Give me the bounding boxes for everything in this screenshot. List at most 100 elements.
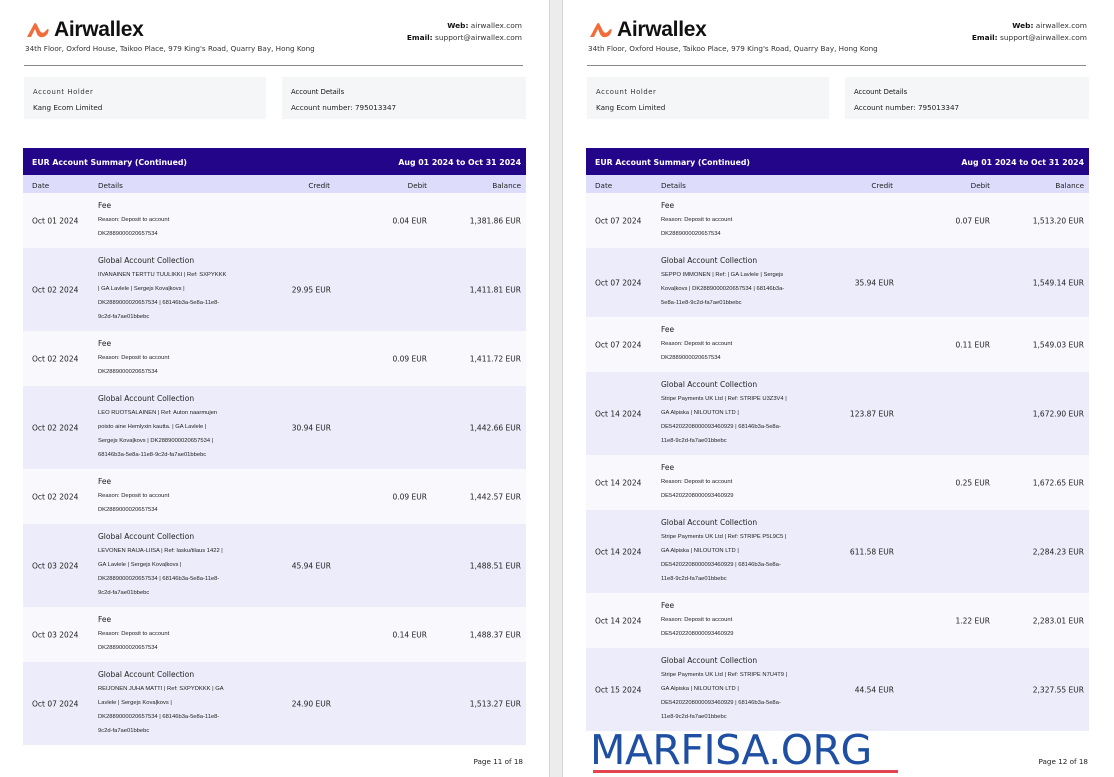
balance-amount: 1,549.14 EUR <box>1032 278 1084 287</box>
table-row: Oct 07 2024 Fee Reason: Deposit to account… <box>586 193 1089 248</box>
debit-amount: 0.14 EUR <box>392 630 427 639</box>
account-number: Account number: 795013347 <box>854 103 959 112</box>
transaction-date: Oct 14 2024 <box>595 409 642 418</box>
table-title: EUR Account Summary (Continued) <box>595 158 750 167</box>
debit-amount: 0.09 EUR <box>392 354 427 363</box>
transaction-detail-line: DE54202208000093460929 | 68146b3a-5e8a- <box>661 562 781 568</box>
account-details-label: Account Details <box>291 88 345 96</box>
airwallex-logo-icon <box>27 23 49 38</box>
transaction-date: Oct 15 2024 <box>595 685 642 694</box>
balance-amount: 2,283.01 EUR <box>1032 616 1084 625</box>
transaction-type: Global Account Collection <box>661 256 758 265</box>
transaction-detail-line: Reason: Deposit to account <box>98 217 170 223</box>
transaction-type: Fee <box>661 463 675 472</box>
transaction-type: Global Account Collection <box>661 380 758 389</box>
airwallex-logo: Airwallex <box>25 18 144 42</box>
account-holder-box: Account Holder Kang Ecom Limited <box>587 77 829 119</box>
transaction-detail-line: poisto aine Hemlyxin kautta. | GA Lavlel… <box>98 424 207 430</box>
transaction-details: Global Account Collection IIVANAINEN TERT… <box>98 254 258 324</box>
account-details-box: Account Details Account number: 795013347 <box>845 77 1089 119</box>
transaction-details: Global Account Collection Stripe Payments… <box>661 378 821 448</box>
balance-amount: 1,549.03 EUR <box>1032 340 1084 349</box>
table-row: Oct 02 2024 Global Account Collection IIVA… <box>23 248 526 331</box>
transaction-detail-line: Reason: Deposit to account <box>98 493 170 499</box>
table-row: Oct 01 2024 Fee Reason: Deposit to account… <box>23 193 526 248</box>
transaction-detail-line: SEPPO IMMONEN | Ref: | GA Lavlele | Serg… <box>661 272 784 278</box>
company-address: 34th Floor, Oxford House, Taikoo Place, … <box>588 44 878 53</box>
transaction-details: Global Account Collection LEO RUOTSALAINE… <box>98 392 258 462</box>
transaction-details: Fee Reason: Deposit to account DK288900002… <box>98 475 258 517</box>
web-link[interactable]: airwallex.com <box>1035 21 1087 30</box>
transaction-detail-line: IIVANAINEN TERTTU TUULIKKI | Ref: SXPYKK… <box>98 272 227 278</box>
watermark-text: MARFISA.ORG <box>590 726 872 774</box>
email-link[interactable]: support@airwallex.com <box>1000 33 1087 42</box>
transaction-detail-line: REIJONEN JUHA MATTI | Ref: SXPYDKKK | GA <box>98 686 224 692</box>
header-divider <box>24 65 523 66</box>
transaction-date: Oct 07 2024 <box>32 699 79 708</box>
transaction-details: Global Account Collection LEVONEN RAIJA-L… <box>98 530 258 600</box>
table-row: Oct 14 2024 Global Account Collection Stri… <box>586 510 1089 593</box>
column-header-date: Date <box>595 181 613 190</box>
transaction-details: Fee Reason: Deposit to account DK288900002… <box>98 199 258 241</box>
account-holder-name: Kang Ecom Limited <box>33 103 103 112</box>
transaction-detail-line: Reason: Deposit to account <box>98 355 170 361</box>
transaction-details: Fee Reason: Deposit to account DK288900002… <box>661 323 821 365</box>
transaction-detail-line: DK2889000020657534 <box>98 645 158 651</box>
transaction-detail-line: Stripe Payments UK Ltd | Ref: STRIPE P5L… <box>661 534 787 540</box>
transaction-detail-line: 11e8-9c2d-fa7ae01bbebc <box>661 714 727 720</box>
web-line: Web: airwallex.com <box>972 20 1087 32</box>
transaction-type: Global Account Collection <box>661 656 758 665</box>
email-label: Email: <box>971 33 998 42</box>
table-title: EUR Account Summary (Continued) <box>32 158 187 167</box>
column-header-credit: Credit <box>871 181 893 190</box>
airwallex-logo-icon <box>590 23 612 38</box>
header-divider <box>587 65 1086 66</box>
balance-amount: 1,513.20 EUR <box>1032 216 1084 225</box>
column-header-debit: Debit <box>407 181 427 190</box>
transaction-date: Oct 07 2024 <box>595 216 642 225</box>
transaction-detail-line: DK2889000020657534 | 68146b3a-5e8a-11e8- <box>98 576 220 582</box>
airwallex-logo: Airwallex <box>588 18 707 42</box>
credit-amount: 45.94 EUR <box>291 561 331 570</box>
page-number: Page 11 of 18 <box>473 757 523 766</box>
transaction-detail-line: Stripe Payments UK Ltd | Ref: STRIPE N7U… <box>661 672 788 678</box>
transaction-date: Oct 02 2024 <box>32 354 79 363</box>
account-number: Account number: 795013347 <box>291 103 396 112</box>
debit-amount: 0.09 EUR <box>392 492 427 501</box>
balance-amount: 1,411.72 EUR <box>469 354 521 363</box>
transaction-detail-line: DK2889000020657534 | 68146b3a-5e8a-11e8- <box>98 300 220 306</box>
transaction-date: Oct 02 2024 <box>32 423 79 432</box>
transaction-detail-line: DE54202208000093460929 <box>661 631 734 637</box>
web-link[interactable]: airwallex.com <box>470 21 522 30</box>
debit-amount: 0.11 EUR <box>955 340 990 349</box>
transaction-type: Fee <box>661 325 675 334</box>
transaction-detail-line: 9c2d-fa7ae01bbebc <box>98 314 150 320</box>
balance-amount: 1,488.51 EUR <box>469 561 521 570</box>
transaction-type: Global Account Collection <box>98 670 195 679</box>
table-row: Oct 07 2024 Global Account Collection SEPP… <box>586 248 1089 317</box>
transaction-detail-line: DK2889000020657534 <box>661 355 721 361</box>
credit-amount: 30.94 EUR <box>291 423 331 432</box>
account-number-value: 795013347 <box>354 103 397 112</box>
account-number-value: 795013347 <box>917 103 960 112</box>
transaction-date: Oct 14 2024 <box>595 478 642 487</box>
transaction-detail-line: GA Lavlele | Sergejs Kovaļkovs | <box>98 562 182 568</box>
transaction-date: Oct 02 2024 <box>32 285 79 294</box>
email-link[interactable]: support@airwallex.com <box>435 33 522 42</box>
balance-amount: 1,513.27 EUR <box>469 699 521 708</box>
transaction-detail-line: Kovaļkovs | DK2889000020657534 | 68146b3… <box>661 286 785 292</box>
transaction-detail-line: LEVONEN RAIJA-LIISA | Ref: lasku/tilaus … <box>98 548 223 554</box>
table-title-bar: EUR Account Summary (Continued) Aug 01 20… <box>586 148 1089 175</box>
contact-info: Web: airwallex.com Email: support@airwall… <box>972 20 1087 44</box>
transaction-details: Fee Reason: Deposit to account DE542022080… <box>661 461 821 503</box>
transaction-detail-line: DK2889000020657534 <box>98 507 158 513</box>
table-row: Oct 14 2024 Fee Reason: Deposit to account… <box>586 455 1089 510</box>
transaction-detail-line: 68146b3a-5e8a-11e8-9c2d-fa7ae01bbebc <box>98 452 207 458</box>
credit-amount: 35.94 EUR <box>854 278 894 287</box>
debit-amount: 0.04 EUR <box>392 216 427 225</box>
balance-amount: 1,442.66 EUR <box>469 423 521 432</box>
transaction-detail-line: | GA Lavlele | Sergejs Kovaļkovs | <box>98 286 185 292</box>
column-header-balance: Balance <box>1055 181 1084 190</box>
transaction-detail-line: Reason: Deposit to account <box>661 479 733 485</box>
transaction-detail-line: Sergejs Kovaļkovs | DK2889000020657534 | <box>98 438 214 444</box>
